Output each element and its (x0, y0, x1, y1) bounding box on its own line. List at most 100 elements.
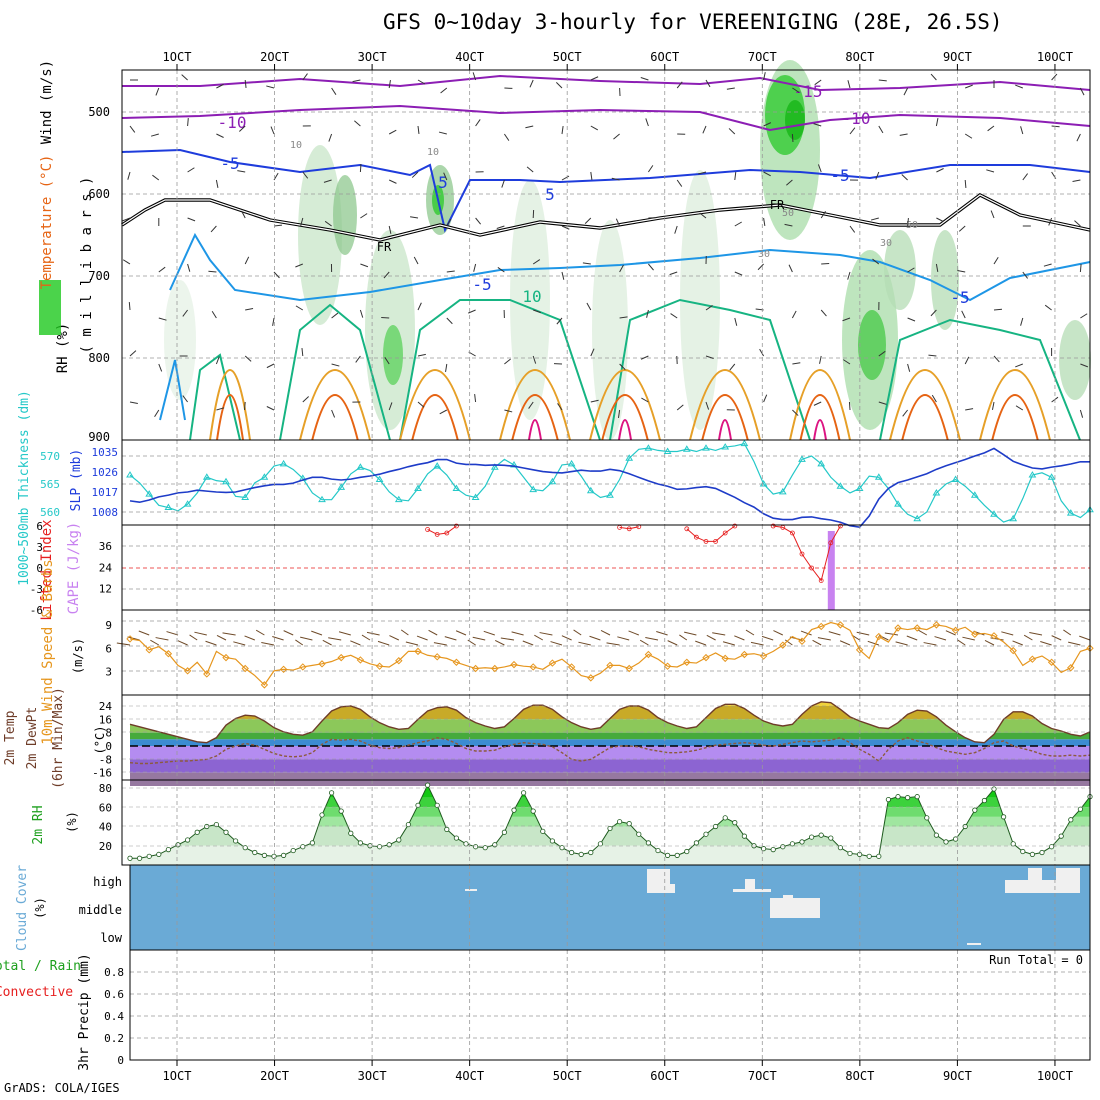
rh-point (204, 823, 210, 830)
wind-barb (525, 125, 534, 129)
pressure-axis-label: ( m i l l i b a r s ) (79, 176, 95, 353)
temperature-tick-label: -8 (99, 753, 112, 766)
wind-barb (1015, 84, 1023, 89)
cape-tick-label: 36 (99, 540, 112, 553)
temperature-band (130, 719, 1090, 733)
wind-barb (244, 355, 252, 362)
temperature-axis-label-1: 2m Temp (3, 710, 18, 765)
wind-barb (763, 217, 766, 226)
thickness-tick-label: 565 (40, 478, 60, 491)
rh-point (213, 821, 219, 828)
wind-barb (878, 350, 886, 357)
wind-point (990, 632, 998, 640)
wind-barb (417, 125, 420, 135)
temperature-tick-label: 16 (99, 713, 112, 726)
li-point (790, 530, 795, 536)
wind-barb (814, 79, 822, 86)
li-point (770, 523, 776, 529)
thickness-point (126, 471, 134, 478)
wind-barb (511, 631, 524, 636)
wind-barb (475, 119, 481, 127)
rh-point (703, 831, 709, 837)
wind-barb (444, 636, 457, 641)
rh-point (818, 832, 824, 838)
wind-barb (705, 305, 713, 311)
rh-point (674, 852, 680, 858)
wind-barb (138, 630, 150, 636)
wind-barb (483, 630, 495, 636)
wind-point (433, 653, 441, 661)
wind-barb (820, 211, 826, 219)
li-point (425, 527, 431, 532)
thickness-point (990, 510, 998, 517)
cloud-level-label: low (100, 931, 122, 945)
wind-barb (244, 635, 255, 641)
wind-barb (848, 401, 851, 411)
wind-barb (455, 630, 467, 636)
thickness-point (586, 486, 595, 494)
wind-barb (166, 631, 179, 636)
wind-barb (792, 87, 800, 93)
wind-barb (561, 175, 570, 181)
wind-barb (590, 171, 593, 180)
wind-point (836, 621, 845, 629)
wind-barb (964, 356, 970, 365)
wind-barb (1043, 263, 1052, 267)
wind-barb (907, 267, 915, 273)
wind-barb (759, 348, 765, 357)
wind-point (721, 654, 729, 663)
wind-barb (639, 639, 649, 646)
rh-point (895, 794, 901, 800)
li-tick-label: -3 (30, 583, 43, 596)
wind-barb (647, 165, 654, 173)
rh-point (1058, 833, 1064, 839)
wind-barb (656, 630, 668, 636)
wind-barb (784, 639, 793, 646)
rh-point (444, 826, 450, 832)
rh-point (396, 837, 402, 843)
wind-barb (301, 347, 304, 357)
wind-barb (473, 263, 477, 272)
wind-barb (792, 409, 799, 416)
thickness-tick-label: 560 (40, 506, 60, 519)
thickness-point (548, 477, 557, 485)
thickness-axis-label: 1000~500mb Thickness (dm) (17, 390, 32, 586)
isotherm-15 (209, 369, 251, 441)
wind-barb (1072, 179, 1081, 183)
wind-barb (503, 133, 510, 141)
rh-point (424, 782, 431, 788)
wind-barb (800, 630, 812, 636)
rh-point (492, 842, 498, 848)
wind-barb (216, 407, 225, 411)
wind-barb (819, 355, 822, 364)
wind-barb (957, 269, 966, 273)
wind-barb (842, 317, 851, 322)
isotherm-15 (589, 369, 661, 441)
wind-point (318, 660, 326, 668)
thickness-point (529, 485, 538, 493)
wind-barb (187, 117, 189, 127)
wind-barb (158, 266, 166, 273)
time-label-top: 6OCT (650, 50, 679, 64)
temperature-tick-label: 8 (105, 727, 112, 740)
wind-barb (116, 642, 131, 646)
thickness-point (1047, 473, 1056, 480)
rh-point (933, 832, 940, 838)
wind-barb (993, 355, 1000, 363)
cloud-unit-label: (%) (33, 897, 47, 919)
wind-barb (556, 317, 563, 325)
wind-barb (961, 310, 966, 319)
wind-barb (534, 634, 544, 641)
wind-barb (590, 399, 599, 403)
isotherm-minus10 (121, 104, 1091, 132)
wind-barb (388, 225, 392, 234)
wind-barb (1074, 220, 1081, 227)
wind-barb (878, 79, 887, 82)
rh-point (722, 815, 728, 821)
rh-point (223, 829, 229, 835)
rh-contour-label: 10 (427, 147, 439, 158)
temperature-tick-label: 0 (105, 740, 112, 753)
wind-barb (676, 81, 683, 89)
wind-point (299, 663, 307, 671)
wind-point (932, 621, 941, 629)
